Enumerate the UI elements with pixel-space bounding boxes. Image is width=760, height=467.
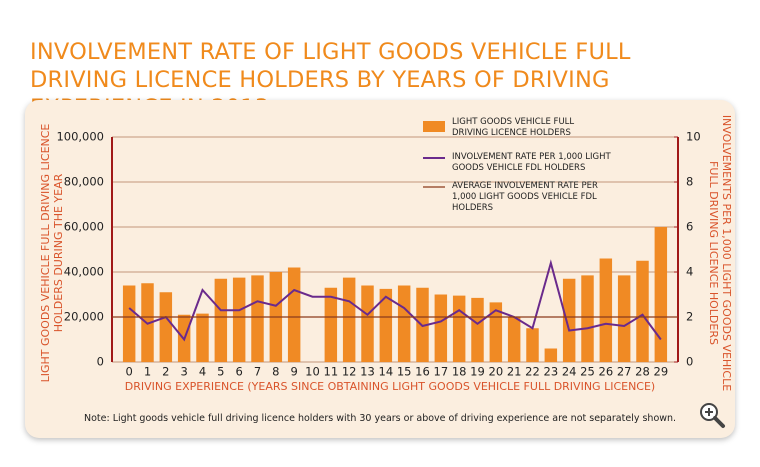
x-tick-label: 19	[470, 365, 485, 379]
y2-tick-label: 0	[686, 355, 693, 369]
x-tick-label: 4	[199, 365, 206, 379]
x-tick-label: 25	[580, 365, 595, 379]
bar	[251, 275, 264, 362]
x-tick-label: 28	[635, 365, 650, 379]
bar	[544, 348, 558, 362]
chart-panel	[25, 100, 735, 438]
y-tick-label: 20,000	[64, 310, 104, 324]
bar	[434, 294, 448, 362]
bar	[214, 278, 228, 362]
bar	[636, 260, 649, 362]
x-tick-label: 16	[415, 365, 430, 379]
x-tick-label: 17	[434, 365, 449, 379]
x-tick-label: 6	[236, 365, 243, 379]
bar	[599, 258, 613, 362]
bar	[287, 267, 301, 362]
bar	[196, 313, 209, 362]
x-tick-label: 21	[507, 365, 522, 379]
y2-tick-label: 10	[686, 130, 701, 144]
legend-swatch	[423, 121, 445, 132]
y2-tick-label: 2	[686, 310, 693, 324]
line	[128, 259, 662, 342]
bar	[507, 317, 521, 362]
x-tick-label: 2	[162, 365, 169, 379]
y-tick-label: 100,000	[56, 130, 104, 144]
x-axis-title: DRIVING EXPERIENCE (YEARS SINCE OBTAININ…	[124, 380, 656, 393]
x-tick-label: 18	[452, 365, 467, 379]
bar	[232, 277, 246, 362]
x-tick-label: 8	[272, 365, 279, 379]
chart-title: INVOLVEMENT RATE OF LIGHT GOODS VEHICLE …	[30, 39, 631, 121]
x-tick-label: 9	[291, 365, 298, 379]
x-tick-label: 14	[379, 365, 394, 379]
legend-label: LIGHT GOODS VEHICLE FULL DRIVING LICENCE…	[452, 117, 575, 138]
y-tick-label: 40,000	[64, 265, 104, 279]
y-tick-label: 60,000	[64, 220, 104, 234]
bar	[397, 285, 411, 362]
bar	[324, 287, 338, 362]
bar	[654, 227, 668, 362]
bar	[471, 297, 484, 362]
y-tick-label: 0	[97, 355, 104, 369]
y-tick-label: 80,000	[64, 175, 104, 189]
y-axis-title: LIGHT GOODS VEHICLE FULL DRIVING LICENCE…	[39, 123, 65, 383]
x-tick-label: 23	[544, 365, 559, 379]
y2-tick-label: 4	[686, 265, 693, 279]
x-tick-label: 20	[489, 365, 504, 379]
bar	[562, 278, 576, 362]
y2-tick-label: 8	[686, 175, 693, 189]
x-tick-label: 15	[397, 365, 412, 379]
x-tick-label: 10	[305, 365, 320, 379]
bar	[526, 328, 539, 362]
bar	[342, 277, 356, 362]
x-tick-label: 26	[599, 365, 614, 379]
bar	[581, 275, 594, 362]
x-tick-label: 1	[144, 365, 151, 379]
bar	[452, 295, 466, 362]
x-tick-label: 22	[525, 365, 540, 379]
x-tick-label: 0	[126, 365, 133, 379]
zoom-button[interactable]	[697, 400, 727, 430]
bar	[361, 285, 374, 362]
bar	[159, 292, 173, 362]
x-tick-label: 5	[217, 365, 224, 379]
y2-tick-label: 6	[686, 220, 693, 234]
x-tick-label: 29	[654, 365, 669, 379]
x-tick-label: 3	[181, 365, 188, 379]
bar	[122, 285, 136, 362]
x-tick-label: 11	[324, 365, 339, 379]
x-tick-label: 13	[360, 365, 375, 379]
legend-label: INVOLVEMENT RATE PER 1,000 LIGHT GOODS V…	[452, 152, 611, 173]
x-tick-label: 27	[617, 365, 632, 379]
x-tick-label: 24	[562, 365, 577, 379]
legend-label: AVERAGE INVOLVEMENT RATE PER 1,000 LIGHT…	[452, 181, 598, 213]
y2-axis-title: INVOLVEMENTS PER 1,000 LIGHT GOODS VEHIC…	[707, 114, 733, 392]
x-tick-label: 12	[342, 365, 357, 379]
bar	[379, 288, 393, 362]
note: Note: Light goods vehicle full driving l…	[84, 413, 677, 424]
x-tick-label: 7	[254, 365, 261, 379]
bar	[617, 275, 631, 362]
